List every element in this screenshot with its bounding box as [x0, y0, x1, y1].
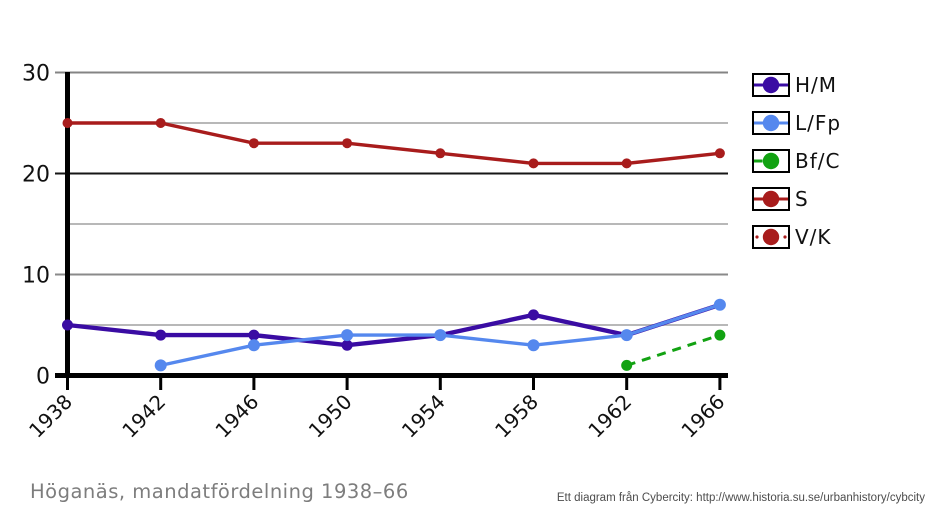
legend-item-l-fp: L/Fp — [752, 111, 841, 135]
data-point-s — [62, 118, 73, 128]
x-tick — [718, 378, 722, 390]
data-point-s — [155, 118, 166, 128]
series-bf-c — [621, 329, 726, 371]
legend-marker-icon — [755, 228, 787, 246]
series-l-fp — [154, 298, 726, 372]
x-tick — [532, 378, 535, 390]
legend: H/M L/Fp Bf/C S V/K — [752, 73, 841, 249]
legend-marker-icon — [754, 114, 788, 132]
data-point-l-fp — [527, 339, 540, 352]
x-tick — [345, 378, 349, 390]
legend-label-s: S — [795, 187, 809, 211]
data-point-s — [528, 158, 539, 169]
legend-item-h-m: H/M — [752, 73, 841, 97]
series-line-s — [67, 121, 721, 166]
x-axis-label: 1954 — [397, 390, 450, 443]
data-point-l-fp — [341, 329, 354, 342]
data-point-l-fp — [247, 339, 260, 352]
y-axis-label: 30 — [22, 62, 50, 87]
x-axis-labels: 1938 1942 1946 1950 1954 1958 1962 1966 — [24, 390, 729, 443]
data-point-s — [621, 158, 632, 169]
y-axis-labels: 0 10 20 30 — [22, 62, 50, 390]
x-tick — [252, 378, 256, 390]
x-axis-label: 1962 — [583, 390, 636, 443]
x-axis — [55, 373, 728, 378]
y-axis — [65, 72, 70, 378]
data-point-h-m — [155, 329, 167, 341]
x-tick — [66, 378, 69, 390]
data-point-bf-c — [621, 359, 633, 371]
data-point-l-fp — [434, 329, 447, 342]
x-axis-label: 1942 — [117, 390, 170, 443]
x-tick — [625, 378, 629, 390]
data-point-h-m — [62, 319, 73, 331]
chart-footer-credit: Ett diagram från Cybercity: http://www.h… — [556, 492, 925, 504]
x-axis-label: 1938 — [24, 390, 77, 443]
data-point-h-m — [341, 339, 353, 351]
x-axis-label: 1966 — [676, 390, 729, 443]
gridlines-major — [55, 71, 728, 276]
series-line-h-m — [67, 302, 721, 348]
y-axis-label: 20 — [22, 163, 50, 188]
legend-marker-icon — [754, 190, 788, 208]
legend-label-h-m: H/M — [795, 73, 838, 97]
x-axis-label: 1946 — [210, 390, 263, 443]
legend-swatch-bf-c — [752, 149, 790, 173]
series-line-bf-c — [626, 333, 721, 367]
legend-marker-icon — [754, 76, 788, 94]
data-point-l-fp — [620, 329, 633, 342]
data-point-s — [714, 148, 725, 159]
data-point-l-fp — [154, 359, 167, 372]
legend-label-bf-c: Bf/C — [795, 149, 841, 173]
legend-item-s: S — [752, 187, 841, 211]
series-s — [62, 118, 725, 169]
x-tick — [159, 378, 163, 390]
legend-label-l-fp: L/Fp — [795, 111, 842, 135]
legend-item-bf-c: Bf/C — [752, 149, 841, 173]
data-point-h-m — [528, 309, 539, 321]
data-point-h-m — [248, 329, 260, 341]
legend-swatch-h-m — [752, 73, 790, 97]
y-axis-label: 0 — [36, 365, 50, 390]
chart-title: Höganäs, mandatfördelning 1938–66 — [30, 480, 409, 503]
data-point-l-fp — [713, 298, 726, 311]
legend-item-v-k: V/K — [752, 225, 841, 249]
x-tick — [438, 378, 442, 390]
data-point-s — [342, 138, 353, 149]
data-point-s — [248, 138, 259, 149]
data-point-bf-c — [714, 329, 726, 341]
y-axis-label: 10 — [22, 264, 50, 289]
x-axis-ticks — [66, 378, 722, 390]
legend-swatch-l-fp — [752, 111, 790, 135]
x-axis-label: 1958 — [490, 390, 543, 443]
x-axis-label: 1950 — [304, 390, 357, 443]
legend-swatch-v-k — [752, 225, 790, 249]
data-point-s — [435, 148, 446, 159]
legend-marker-icon — [754, 152, 780, 170]
legend-swatch-s — [752, 187, 790, 211]
gridlines-minor — [70, 122, 728, 326]
legend-label-v-k: V/K — [795, 225, 832, 249]
